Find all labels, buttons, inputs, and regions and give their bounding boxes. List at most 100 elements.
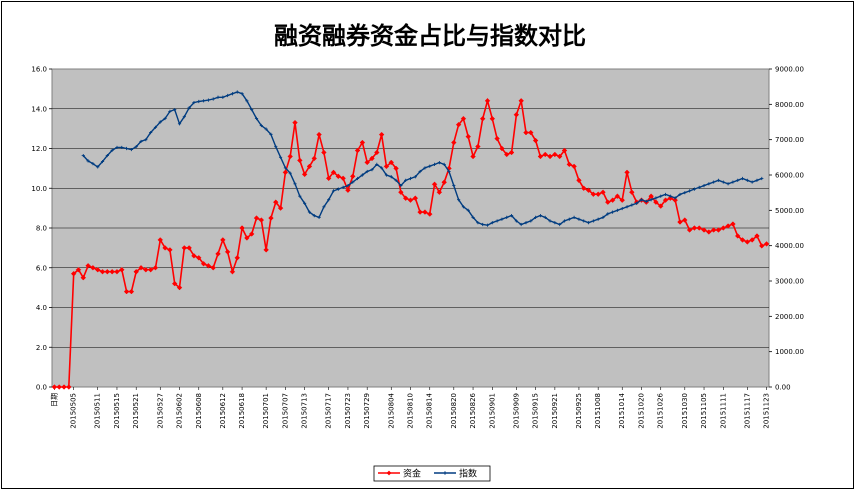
data-point: [239, 225, 245, 231]
data-point: [614, 193, 621, 199]
data-point: [470, 153, 476, 160]
data-point: [678, 192, 682, 197]
data-point: [292, 119, 298, 126]
data-point: [490, 221, 494, 225]
data-point: [763, 241, 770, 247]
right-tick-label: 5000.00: [775, 207, 804, 215]
data-point: [81, 153, 85, 158]
data-point: [138, 264, 144, 271]
left-tick-label: 16.0: [31, 66, 47, 74]
data-point: [201, 99, 206, 103]
data-point: [331, 189, 336, 193]
data-point: [240, 92, 244, 96]
data-point: [750, 180, 754, 184]
data-point: [293, 182, 297, 186]
data-point: [739, 237, 746, 243]
x-tick-label: 20150810: [407, 393, 415, 429]
data-point: [484, 98, 491, 104]
data-point: [221, 95, 225, 99]
data-point: [662, 197, 669, 203]
data-point: [282, 169, 289, 176]
data-point: [96, 165, 100, 169]
data-point: [418, 169, 422, 174]
data-point: [659, 194, 663, 198]
data-point: [715, 227, 722, 233]
right-tick-label: 2000.00: [775, 313, 804, 321]
data-point: [571, 163, 577, 170]
data-point: [200, 261, 207, 267]
data-point: [301, 171, 308, 178]
data-point: [244, 235, 250, 241]
data-point: [518, 98, 524, 104]
x-tick-label: 20151008: [594, 393, 602, 429]
data-point: [696, 225, 702, 231]
x-tick-label: 20150713: [301, 393, 309, 429]
right-tick-label: 8000.00: [775, 101, 804, 109]
data-point: [465, 133, 471, 140]
data-point: [586, 221, 591, 225]
data-point: [277, 205, 284, 211]
data-point: [740, 176, 745, 181]
data-point: [75, 266, 82, 273]
data-point: [298, 194, 302, 198]
data-point: [216, 95, 220, 99]
data-point: [601, 215, 605, 219]
right-tick-label: 6000.00: [775, 172, 804, 180]
data-point: [654, 196, 658, 200]
data-point: [577, 217, 581, 221]
data-point: [620, 206, 624, 211]
data-point: [182, 115, 186, 119]
data-point: [149, 131, 153, 135]
data-point: [432, 162, 437, 166]
data-point: [303, 201, 307, 205]
data-point: [725, 223, 731, 229]
data-point: [619, 197, 625, 203]
data-point: [340, 175, 346, 182]
data-point: [316, 131, 322, 138]
data-point: [226, 93, 230, 98]
data-point: [147, 266, 154, 273]
data-point: [66, 384, 72, 390]
data-point: [90, 264, 96, 271]
data-point: [144, 138, 148, 142]
data-point: [644, 199, 648, 204]
data-point: [268, 215, 274, 221]
x-tick-label: 20151030: [681, 393, 689, 429]
legend-label: 指数: [459, 468, 477, 480]
data-point: [630, 203, 634, 207]
data-point: [691, 225, 698, 231]
left-y-axis: 0.0 2.0 4.0 6.0 8.0 10.0 12.0 14.0 16.0: [31, 66, 52, 392]
data-point: [476, 221, 480, 225]
data-point: [682, 217, 688, 223]
data-point: [327, 198, 331, 202]
data-point: [269, 132, 273, 136]
data-point: [538, 214, 543, 218]
data-point: [686, 227, 693, 233]
data-point: [94, 266, 101, 273]
data-point: [196, 255, 202, 261]
data-point: [100, 159, 105, 164]
x-tick-label: 20150505: [70, 393, 78, 429]
left-tick-label: 2.0: [36, 344, 47, 352]
data-point: [413, 175, 417, 179]
data-point: [606, 212, 610, 216]
data-point: [248, 231, 255, 237]
data-point: [673, 196, 677, 200]
data-point: [359, 139, 366, 146]
x-tick-label: 20150707: [281, 393, 289, 429]
data-point: [177, 122, 182, 126]
data-point: [595, 191, 601, 197]
data-point: [157, 237, 164, 243]
data-point: [152, 264, 159, 271]
x-tick-label: 20150608: [195, 393, 203, 429]
data-point: [461, 205, 466, 209]
right-tick-label: 1000.00: [775, 348, 804, 356]
data-point: [345, 187, 351, 193]
x-tick-label: 20150826: [469, 392, 477, 428]
data-point: [336, 187, 340, 191]
data-point: [330, 169, 337, 176]
data-point: [278, 155, 283, 159]
data-point: [494, 135, 500, 142]
